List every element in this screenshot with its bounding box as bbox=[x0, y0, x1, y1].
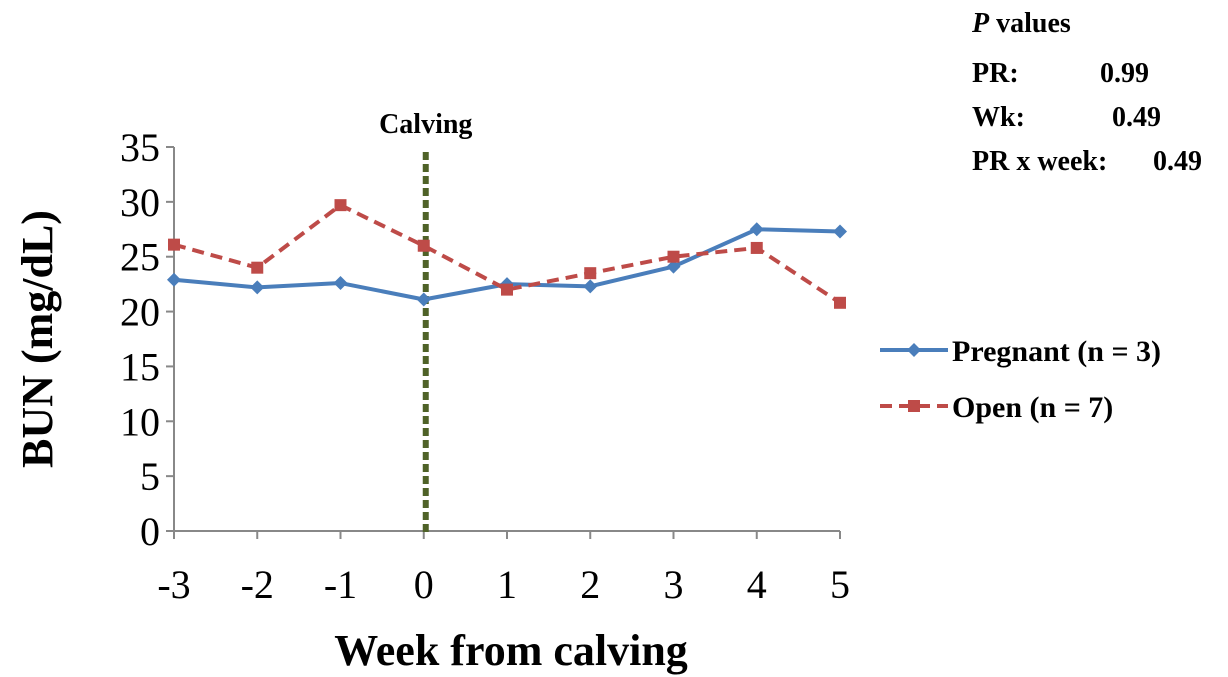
y-axis-title: BUN (mg/dL) bbox=[13, 210, 62, 468]
x-tick-label: 5 bbox=[830, 562, 850, 607]
p-values-box: P values PR: 0.99 Wk: 0.49 PR x week: 0.… bbox=[971, 8, 1202, 177]
legend-label: Pregnant (n = 3) bbox=[952, 335, 1161, 368]
p-value-label-wk: Wk: bbox=[972, 102, 1025, 133]
y-tick-label: 20 bbox=[120, 290, 160, 335]
data-point bbox=[168, 238, 180, 251]
p-value-label-pr: PR: bbox=[972, 58, 1019, 89]
p-value-wk: 0.49 bbox=[1112, 102, 1161, 133]
y-tick-label: 35 bbox=[120, 125, 160, 170]
data-point bbox=[250, 280, 265, 295]
x-tick-label: 1 bbox=[497, 562, 517, 607]
legend-label: Open (n = 7) bbox=[952, 391, 1113, 424]
p-value-label-interaction: PR x week: bbox=[972, 146, 1107, 177]
series-layer bbox=[167, 199, 847, 309]
data-point bbox=[334, 199, 347, 212]
x-tick-label: 2 bbox=[580, 562, 600, 607]
series-open bbox=[168, 199, 846, 309]
data-point bbox=[834, 296, 846, 309]
y-tick-label: 15 bbox=[120, 344, 160, 389]
axes bbox=[173, 147, 840, 532]
x-tick-label: -3 bbox=[157, 562, 190, 607]
x-tick-label: 3 bbox=[664, 562, 684, 607]
data-point bbox=[333, 276, 348, 291]
x-axis-title: Week from calving bbox=[334, 626, 688, 675]
p-value-interaction: 0.49 bbox=[1153, 146, 1202, 177]
data-point bbox=[833, 224, 847, 239]
p-values-heading: P values bbox=[971, 8, 1071, 39]
x-tick-label: 0 bbox=[414, 562, 434, 607]
series-line bbox=[173, 203, 842, 305]
x-tick-label: -2 bbox=[241, 562, 274, 607]
p-values-heading-italic: P bbox=[971, 8, 990, 39]
data-point bbox=[666, 259, 681, 274]
x-tick-label: -1 bbox=[324, 562, 357, 607]
y-tick-label: 0 bbox=[140, 509, 160, 554]
p-value-pr: 0.99 bbox=[1100, 58, 1149, 89]
y-tick-label: 25 bbox=[120, 235, 160, 280]
x-tick-label: 4 bbox=[747, 562, 767, 607]
data-point bbox=[416, 292, 431, 307]
data-point bbox=[501, 283, 513, 296]
y-ticks: 0 5 10 15 20 25 30 35 bbox=[120, 125, 174, 554]
data-point bbox=[750, 241, 763, 254]
y-tick-label: 30 bbox=[120, 180, 160, 225]
legend-swatch-marker bbox=[908, 400, 920, 412]
y-tick-label: 10 bbox=[120, 399, 160, 444]
data-point bbox=[167, 272, 181, 287]
data-point bbox=[584, 267, 597, 280]
data-point bbox=[667, 250, 680, 263]
legend: Pregnant (n = 3) Open (n = 7) bbox=[880, 335, 1161, 424]
legend-swatch-marker bbox=[907, 343, 921, 357]
data-point bbox=[417, 239, 430, 252]
calving-label: Calving bbox=[379, 109, 472, 140]
p-values-heading-rest: values bbox=[989, 8, 1071, 39]
data-point bbox=[251, 261, 264, 274]
data-point bbox=[749, 222, 764, 237]
data-point bbox=[583, 279, 598, 294]
x-ticks: -3 -2 -1 0 1 2 3 4 5 bbox=[157, 531, 850, 607]
y-tick-label: 5 bbox=[140, 454, 160, 499]
